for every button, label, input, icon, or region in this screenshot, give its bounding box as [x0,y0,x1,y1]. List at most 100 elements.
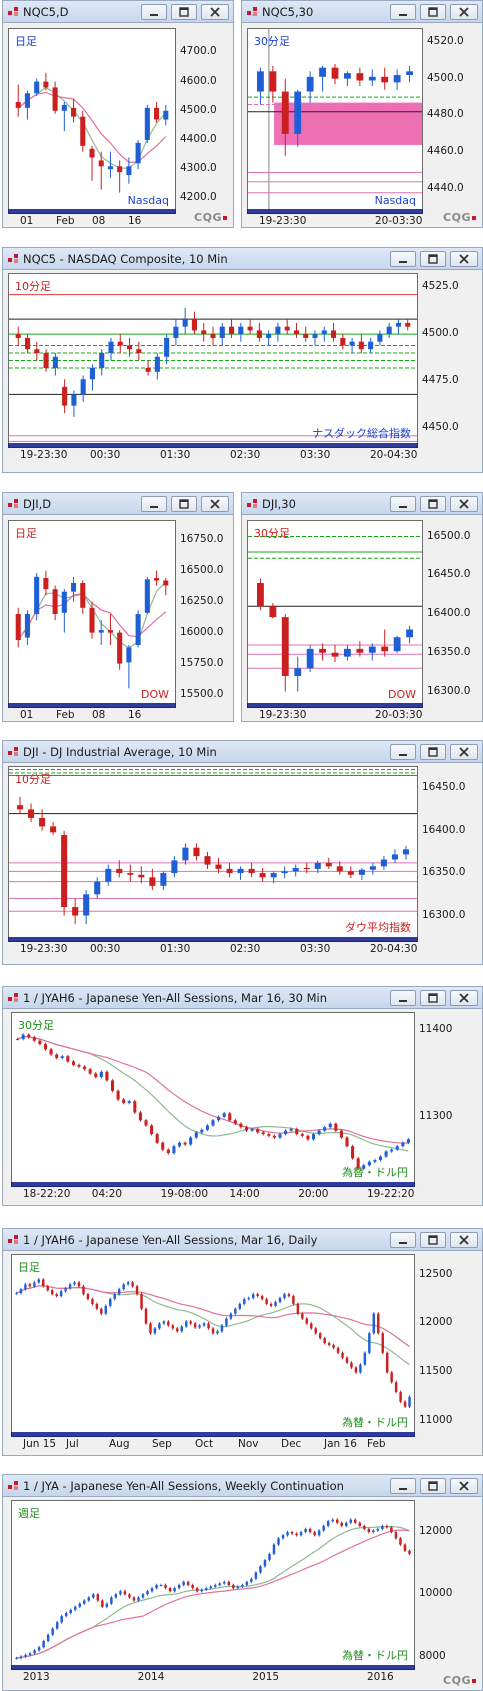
candle-body [99,1071,103,1078]
candle [341,1351,344,1360]
close-button[interactable] [201,4,229,20]
candle [144,1307,148,1325]
chart-plot-area[interactable]: 日足 為替・ドル円 [11,1254,415,1437]
candle [182,843,189,865]
time-tick-label: Feb [367,1438,386,1450]
candle-body [234,1308,237,1314]
time-axis: Jun 15 Jul Aug Sep Oct Nov Dec Jan 16 Feb [11,1438,415,1452]
candle-body [406,629,413,638]
candle [82,1284,85,1296]
candle-body [155,1585,158,1589]
restore-button[interactable] [171,496,197,512]
candle-body [270,873,277,878]
candle [372,1529,375,1534]
chart-plot-area[interactable]: 30分足 為替・ドル円 [11,1012,415,1187]
minimize-button[interactable] [390,4,416,20]
candle-body [173,1588,176,1592]
candle [62,379,68,414]
close-button[interactable] [450,251,478,267]
candle-body [328,1123,332,1128]
candle-body [395,322,402,327]
candle [194,1130,198,1139]
candlestick-chart [9,769,417,925]
restore-button[interactable] [420,496,446,512]
chart-plot-area[interactable]: 30分足 Nasdaq [247,28,423,214]
candle [60,1054,64,1060]
candle-body [403,1544,407,1551]
chart-plot-area[interactable]: 日足 DOW [8,520,176,708]
minimize-button[interactable] [141,4,167,20]
minimize-button[interactable] [141,496,167,512]
candle [189,1320,192,1325]
candle-body [250,1578,253,1582]
candle-body [160,873,167,886]
window-titlebar[interactable]: 1 / JYAH6 - Japanese Yen-All Sessions, M… [3,987,482,1009]
restore-button[interactable] [420,744,446,760]
window-titlebar[interactable]: 1 / JYA - Japanese Yen-All Sessions, Wee… [3,1475,482,1497]
candle [284,1129,288,1136]
candle [211,1118,215,1127]
minimize-button[interactable] [390,1232,416,1248]
minimize-button[interactable] [390,496,416,512]
close-button[interactable] [450,990,478,1006]
restore-button[interactable] [420,1232,446,1248]
close-button[interactable] [450,496,478,512]
close-button[interactable] [450,1478,478,1494]
candle [254,1571,258,1581]
candle-body [228,326,235,335]
candle [290,1530,294,1536]
minimize-button[interactable] [390,990,416,1006]
close-button[interactable] [450,1232,478,1248]
candle-body [326,1521,330,1526]
candle [393,635,401,653]
restore-button[interactable] [420,4,446,20]
candle [301,1312,304,1321]
chart-plot-area[interactable]: 10分足 ダウ平均指数 [8,766,418,942]
chart-plot-area[interactable]: 週足 為替・ドル円 [11,1500,415,1670]
window-titlebar[interactable]: NQC5,D [3,1,233,23]
candle [403,1543,407,1553]
instrument-label: ナスダック総合指数 [312,427,411,440]
candle [33,1648,36,1655]
candle-body [238,1303,242,1309]
window-titlebar[interactable]: NQC5 - NASDAQ Composite, 10 Min [3,248,482,270]
candle-body [166,1149,170,1154]
minimize-button[interactable] [390,744,416,760]
chart-plot-area[interactable]: 10分足 ナスダック総合指数 [8,273,418,448]
price-tick-label: 4440.0 [427,182,464,195]
candle-body [220,1325,224,1332]
candle [42,1278,45,1288]
close-button[interactable] [201,496,229,512]
window-titlebar[interactable]: DJI - DJ Industrial Average, 10 Min [3,741,482,763]
close-button[interactable] [450,4,478,20]
restore-button[interactable] [171,4,197,20]
restore-button[interactable] [420,990,446,1006]
window-titlebar[interactable]: DJI,30 [242,493,482,515]
candle-body [127,1101,131,1103]
price-tick-label: 4525.0 [422,280,459,293]
restore-button[interactable] [420,1478,446,1494]
window-title: NQC5 - NASDAQ Composite, 10 Min [23,252,228,266]
time-tick-label: 01:30 [160,943,191,955]
candle [116,1089,120,1101]
window-titlebar[interactable]: 1 / JYAH6 - Japanese Yen-All Sessions, M… [3,1229,482,1251]
period-label: 日足 [15,35,37,48]
candle [408,1549,411,1556]
close-button[interactable] [450,744,478,760]
candle-body [241,1585,244,1587]
minimize-button[interactable] [390,1478,416,1494]
chart-plot-area[interactable]: 30分足 DOW [247,520,423,708]
chart-window-icon [247,499,257,508]
candle [214,1583,217,1588]
minimize-button[interactable] [390,251,416,267]
candle [52,352,58,376]
window-titlebar[interactable]: DJI,D [3,493,233,515]
candle-body [321,330,327,335]
chart-plot-area[interactable]: 日足 Nasdaq [8,28,176,214]
chart-window-2: NQC5,30 30分足 Nasdaq 4520.0 4500.0 4480.0 4460.… [241,0,483,228]
restore-button[interactable] [420,251,446,267]
candle [159,1583,163,1587]
candle [263,1558,267,1568]
window-titlebar[interactable]: NQC5,30 [242,1,482,23]
candle-body [376,1529,380,1531]
